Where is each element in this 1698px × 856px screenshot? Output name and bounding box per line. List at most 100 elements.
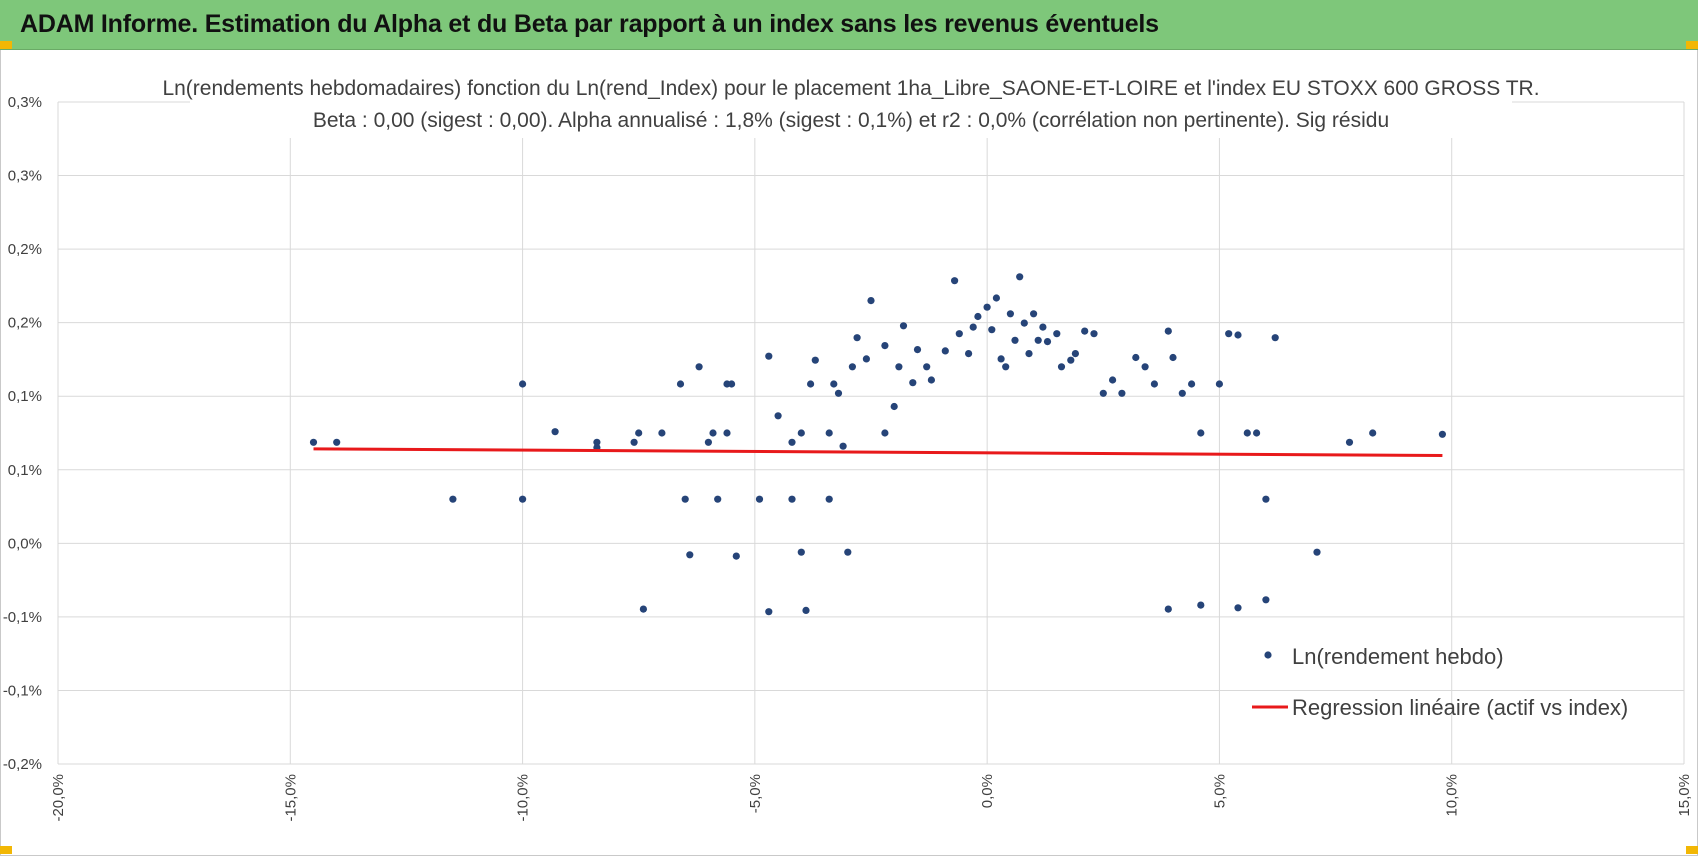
data-point (913, 346, 922, 354)
chart-subtitle: Beta : 0,00 (sigest : 0,00). Alpha annua… (313, 109, 1389, 132)
y-tick-label: 0,2% (8, 315, 42, 332)
data-point (1081, 327, 1089, 335)
data-point (1369, 429, 1377, 437)
x-tick-label: -20,0% (50, 774, 67, 822)
data-point (723, 429, 731, 437)
data-point (1020, 319, 1028, 327)
y-tick-label: 0,3% (8, 94, 42, 111)
data-point (811, 356, 819, 364)
y-tick-label: 0,1% (8, 388, 42, 405)
data-point (1164, 605, 1172, 613)
data-point (630, 438, 638, 446)
data-point (1262, 596, 1270, 604)
data-point (704, 438, 713, 446)
x-tick-label: -10,0% (515, 774, 532, 822)
data-point (1225, 330, 1233, 338)
data-point (765, 608, 773, 616)
data-point (909, 379, 917, 387)
data-point (1243, 429, 1251, 437)
data-point (333, 438, 341, 446)
data-point (941, 347, 949, 355)
data-point (951, 277, 959, 285)
regression-line-group (313, 447, 1443, 458)
banner: ADAM Informe. Estimation du Alpha et du … (0, 0, 1698, 50)
data-point (1099, 389, 1107, 397)
data-point (1109, 376, 1117, 384)
data-point (551, 428, 559, 436)
data-point (1090, 330, 1098, 338)
regression-line (313, 447, 1443, 458)
data-point (1169, 353, 1177, 362)
data-point (1043, 338, 1052, 346)
data-point (848, 363, 857, 371)
data-point (1002, 363, 1010, 371)
data-point (834, 389, 843, 397)
data-point (1150, 380, 1158, 388)
data-point (519, 380, 527, 388)
data-point (1164, 327, 1172, 335)
data-point (676, 380, 685, 388)
data-point (955, 330, 963, 338)
data-point (1006, 310, 1015, 318)
x-tick-labels: -20,0% -15,0% -10,0% -5,0% 0,0% 5,0% 10,0% 15,0… (50, 774, 1693, 822)
corner-marker-bottom-right (1686, 846, 1698, 854)
data-point (844, 548, 852, 556)
data-point (797, 548, 805, 556)
data-point (1197, 429, 1205, 437)
data-point (1039, 323, 1047, 331)
legend-marker-scatter (1264, 651, 1272, 659)
data-point (1034, 336, 1042, 344)
data-point (1215, 380, 1223, 388)
data-point (853, 334, 861, 342)
data-point (1313, 548, 1321, 556)
data-point (732, 552, 740, 560)
corner-marker-top-right (1686, 41, 1698, 49)
data-point (765, 352, 773, 360)
data-point (1262, 495, 1270, 503)
data-point (695, 363, 703, 371)
data-point (895, 363, 903, 371)
data-point (774, 412, 782, 420)
data-point (1011, 336, 1019, 344)
data-point (714, 495, 722, 503)
data-point (830, 380, 838, 388)
data-point (1071, 350, 1079, 358)
x-tick-label: 0,0% (979, 774, 996, 808)
data-point (1141, 363, 1149, 371)
data-point (988, 326, 996, 334)
x-tick-label: 15,0% (1676, 774, 1693, 817)
data-point (881, 342, 889, 350)
data-point (755, 495, 764, 503)
corner-marker-top-left (0, 41, 12, 49)
y-tick-label: -0,2% (3, 756, 42, 773)
data-point (728, 380, 736, 388)
title-background (190, 72, 1512, 138)
data-point (890, 402, 898, 411)
data-point (1025, 350, 1033, 358)
data-point (1118, 389, 1126, 397)
data-point (862, 355, 871, 363)
data-point (974, 312, 982, 321)
data-point (923, 363, 931, 371)
y-tick-label: 0,2% (8, 241, 42, 258)
data-point (1067, 356, 1075, 364)
data-point (788, 495, 796, 503)
data-point (1030, 310, 1038, 318)
data-point (639, 605, 648, 613)
y-tick-labels: 0,3% 0,3% 0,2% 0,2% 0,1% 0,1% 0,0% -0,1% -0,1% -0… (3, 94, 42, 773)
legend-label-regression: Regression linéaire (actif vs index) (1292, 695, 1628, 720)
data-point (1016, 273, 1024, 281)
legend-label-scatter: Ln(rendement hebdo) (1292, 644, 1504, 669)
y-tick-label: -0,1% (3, 682, 42, 699)
data-point (1234, 331, 1242, 339)
corner-marker-bottom-left (0, 846, 12, 854)
data-point (899, 322, 908, 330)
data-point (997, 355, 1005, 363)
data-point (449, 495, 457, 503)
x-tick-label: 10,0% (1444, 774, 1461, 817)
data-point (797, 429, 805, 437)
chart-title: Ln(rendements hebdomadaires) fonction du… (162, 77, 1539, 100)
data-point (802, 606, 810, 615)
data-point (686, 551, 694, 559)
